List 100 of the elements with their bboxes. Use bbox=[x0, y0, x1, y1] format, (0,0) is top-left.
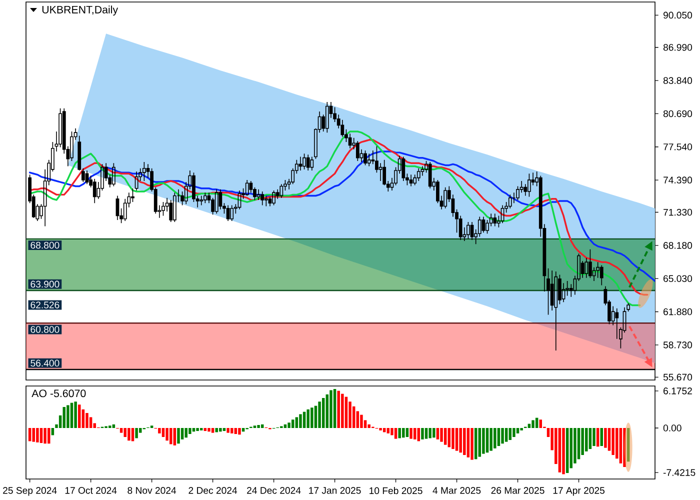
candlestick bbox=[562, 282, 566, 302]
candlestick bbox=[226, 204, 230, 222]
y-tick-label: 80.690 bbox=[663, 110, 692, 118]
candlestick bbox=[245, 180, 249, 196]
bar bbox=[284, 424, 287, 428]
bar bbox=[463, 428, 466, 455]
bar bbox=[222, 428, 226, 431]
y-tick-label: 90.050 bbox=[664, 12, 692, 19]
bar bbox=[208, 428, 210, 432]
y-tick-label: -7.4215 bbox=[663, 469, 696, 476]
bar bbox=[180, 428, 184, 440]
candlestick bbox=[508, 194, 512, 209]
candlestick bbox=[218, 189, 222, 210]
candlestick bbox=[528, 173, 531, 198]
bar bbox=[44, 428, 46, 444]
bar bbox=[406, 428, 409, 437]
bar bbox=[486, 428, 489, 453]
bar bbox=[322, 398, 325, 428]
bar bbox=[512, 428, 516, 437]
bar bbox=[295, 417, 298, 428]
candlestick bbox=[500, 204, 504, 224]
bar bbox=[432, 428, 436, 438]
bar bbox=[398, 428, 401, 438]
y-tick-label: 6.1752 bbox=[664, 388, 692, 394]
bar bbox=[131, 428, 134, 442]
bar bbox=[226, 428, 230, 433]
candlestick bbox=[85, 170, 89, 185]
bar bbox=[562, 428, 565, 474]
bar bbox=[470, 428, 474, 460]
bar bbox=[626, 428, 630, 462]
bar bbox=[74, 402, 77, 428]
x-tick-label: 25 Sep 2024 bbox=[3, 487, 57, 496]
bar bbox=[452, 428, 454, 449]
bar bbox=[368, 424, 370, 428]
candlestick bbox=[264, 195, 268, 207]
ref-line-label: 60.800 bbox=[30, 326, 60, 333]
candlestick bbox=[238, 190, 242, 210]
candlestick bbox=[420, 166, 424, 176]
bar bbox=[466, 428, 470, 458]
bar bbox=[421, 428, 424, 440]
y-tick-label: 77.540 bbox=[664, 143, 692, 150]
bar bbox=[619, 428, 622, 464]
bar bbox=[314, 406, 318, 428]
bar bbox=[89, 417, 92, 428]
bar bbox=[588, 428, 592, 449]
bar bbox=[592, 428, 596, 446]
bar bbox=[166, 428, 168, 441]
y-tick-label: 74.390 bbox=[664, 176, 692, 184]
candlestick bbox=[92, 178, 96, 204]
bar bbox=[40, 428, 43, 443]
ref-line-label: 56.400 bbox=[30, 360, 60, 367]
bar bbox=[318, 402, 321, 428]
bar bbox=[532, 420, 534, 428]
bar bbox=[428, 428, 432, 438]
chart-title: UKBRENT,Daily bbox=[42, 6, 118, 16]
bar bbox=[608, 428, 611, 451]
bar bbox=[169, 428, 172, 444]
candlestick bbox=[409, 174, 413, 187]
candlestick bbox=[600, 264, 604, 286]
candlestick bbox=[298, 156, 302, 171]
candlestick bbox=[451, 194, 455, 218]
bar bbox=[28, 428, 32, 442]
candlestick bbox=[142, 162, 146, 182]
bar bbox=[36, 428, 39, 442]
candlestick bbox=[367, 153, 371, 167]
bar bbox=[124, 428, 126, 437]
x-tick-label: 8 Nov 2024 bbox=[128, 487, 176, 494]
bar bbox=[32, 428, 35, 442]
bar bbox=[238, 428, 241, 435]
bar bbox=[330, 390, 332, 428]
candlestick bbox=[131, 188, 134, 202]
bar bbox=[78, 404, 81, 428]
bar bbox=[196, 428, 199, 431]
candlestick bbox=[268, 196, 272, 207]
bar bbox=[188, 428, 192, 434]
bar bbox=[326, 394, 329, 428]
bar bbox=[440, 428, 443, 442]
candlestick bbox=[478, 216, 482, 238]
bar bbox=[596, 428, 600, 447]
bar bbox=[234, 428, 238, 434]
bar bbox=[211, 428, 214, 433]
bar bbox=[291, 420, 294, 428]
bar bbox=[158, 428, 161, 434]
bar bbox=[135, 428, 138, 438]
bar bbox=[219, 428, 222, 432]
bar bbox=[474, 428, 478, 460]
bar bbox=[204, 428, 207, 431]
candlestick bbox=[482, 216, 486, 233]
bar bbox=[612, 428, 614, 455]
bar bbox=[504, 428, 508, 442]
candlestick bbox=[134, 171, 138, 191]
bar bbox=[173, 428, 176, 446]
bar bbox=[257, 425, 260, 428]
bar bbox=[539, 420, 542, 428]
bar bbox=[177, 428, 180, 444]
bar bbox=[390, 428, 394, 436]
x-tick-label: 26 Mar 2025 bbox=[491, 487, 544, 494]
bar bbox=[604, 428, 607, 448]
bar bbox=[410, 428, 412, 439]
bar bbox=[478, 428, 482, 457]
